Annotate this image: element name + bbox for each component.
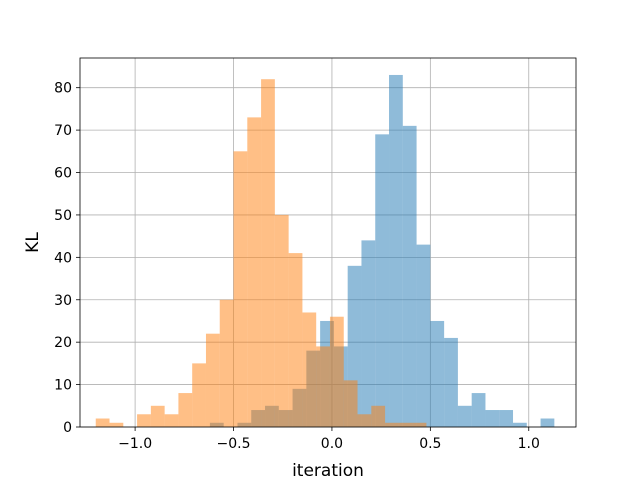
histogram-bar-series-2 (205, 333, 220, 427)
histogram-bar-series-2 (385, 422, 399, 427)
histogram-bar-series-2 (219, 299, 234, 427)
histogram-bar-series-1 (444, 337, 458, 427)
histogram-bar-series-2 (233, 151, 248, 427)
histogram-bar-series-1 (402, 125, 417, 428)
x-tick-label: 0.0 (321, 436, 343, 452)
y-tick-label: 40 (54, 250, 72, 266)
histogram-bar-series-2 (371, 405, 386, 427)
x-tick-label: 1.0 (518, 436, 540, 452)
histogram-bar-series-1 (361, 240, 376, 427)
histogram-bar-series-2 (398, 422, 413, 427)
y-tick-label: 30 (54, 293, 72, 309)
histogram-bar-series-2 (288, 253, 303, 427)
histogram-bar-series-2 (137, 414, 151, 427)
histogram-bar-series-2 (343, 380, 358, 427)
histogram-bar-series-1 (471, 393, 486, 427)
y-tick-label: 0 (63, 420, 72, 436)
histogram-bar-series-2 (247, 117, 262, 428)
y-tick-label: 80 (54, 81, 72, 97)
y-tick-label: 50 (54, 208, 72, 224)
x-axis-label: iteration (292, 461, 364, 480)
histogram-bar-series-2 (164, 414, 179, 427)
histogram-bar-series-2 (109, 422, 124, 427)
histogram-bar-series-1 (540, 418, 555, 427)
x-tick-label: 0.5 (419, 436, 441, 452)
histogram-bar-series-2 (329, 316, 344, 427)
x-tick-label: −0.5 (217, 436, 251, 452)
histogram-bar-series-1 (416, 244, 431, 427)
histogram-bar-series-2 (316, 346, 330, 427)
histogram-bar-series-1 (375, 134, 390, 427)
histogram-bar-series-1 (389, 74, 403, 427)
y-tick-label: 10 (54, 378, 72, 394)
grid (80, 58, 576, 428)
y-tick-label: 60 (54, 166, 72, 182)
histogram-bar-series-1 (457, 405, 472, 427)
histogram-bar-series-2 (412, 422, 427, 427)
histogram-bar-series-1 (430, 320, 445, 427)
y-tick-label: 70 (54, 123, 72, 139)
histogram-bar-series-2 (274, 214, 289, 427)
histogram-bar-series-2 (95, 418, 110, 427)
y-tick-label: 20 (54, 335, 72, 351)
plot-frame (79, 57, 577, 428)
bars (95, 74, 555, 428)
ticks: −1.0 −0.5 0.0 0.5 1.0 0 10 20 30 40 50 60 70 80 (54, 81, 540, 452)
histogram-bar-series-1 (499, 410, 514, 427)
histogram-bar-series-2 (357, 414, 372, 427)
y-axis-label: KL (23, 232, 43, 253)
x-tick-label: −1.0 (118, 436, 152, 452)
histogram-bar-series-1 (513, 422, 527, 427)
histogram-bar-series-2 (192, 363, 206, 427)
histogram-bar-series-2 (261, 79, 275, 427)
histogram-bar-series-2 (178, 393, 193, 427)
histogram-bar-series-2 (150, 405, 165, 427)
histogram-bar-series-2 (302, 312, 317, 427)
histogram-bar-series-1 (485, 410, 500, 427)
